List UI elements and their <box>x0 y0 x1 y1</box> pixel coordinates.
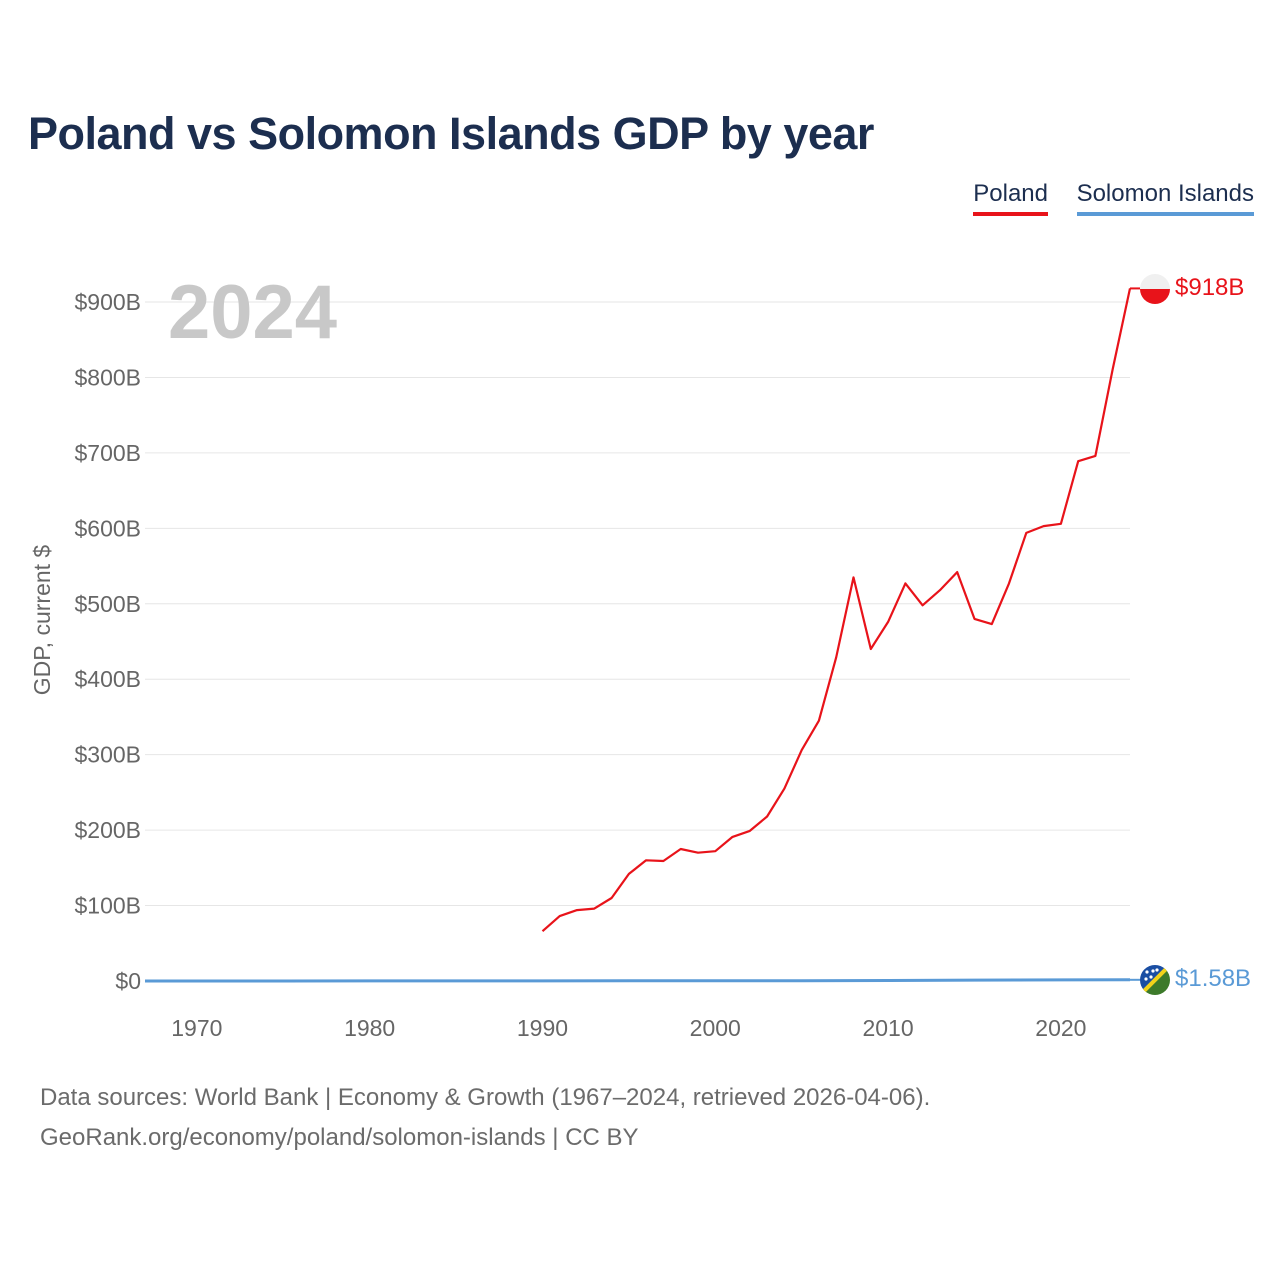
legend-item-solomon-islands[interactable]: Solomon Islands <box>1076 180 1254 216</box>
series-line-solomon-islands[interactable] <box>145 978 1131 983</box>
x-axis: 1970 1980 1990 2000 2010 2020 <box>171 1015 1086 1041</box>
y-tick-label: $900B <box>74 289 141 315</box>
legend-item-poland[interactable]: Poland <box>973 180 1048 216</box>
series-line-poland[interactable] <box>541 288 1132 933</box>
line-chart: 2024 $0 $100B $200B $300B $400B $500B $600B $70… <box>29 270 1251 1041</box>
gridlines <box>145 301 1130 907</box>
end-label-solomon-islands: $1.58B <box>1175 965 1251 992</box>
year-label: 2024 <box>168 270 337 355</box>
poland-flag-icon <box>1140 274 1170 304</box>
x-tick-label: 2000 <box>690 1015 741 1041</box>
series-lines <box>145 287 1140 983</box>
x-tick-label: 1980 <box>344 1015 395 1041</box>
x-tick-label: 2020 <box>1035 1015 1086 1041</box>
y-axis-title: GDP, current $ <box>29 545 55 696</box>
y-tick-label: $200B <box>74 817 141 843</box>
solomon-islands-flag-icon <box>1140 965 1170 995</box>
x-tick-label: 2010 <box>862 1015 913 1041</box>
footer-sources: Data sources: World Bank | Economy & Gro… <box>40 1084 931 1111</box>
footer-attribution[interactable]: GeoRank.org/economy/poland/solomon-islan… <box>40 1124 639 1151</box>
y-axis: $0 $100B $200B $300B $400B $500B $600B $700B $80… <box>74 289 141 994</box>
end-label-poland: $918B <box>1175 274 1244 301</box>
y-tick-label: $700B <box>74 440 141 466</box>
y-tick-label: $800B <box>74 364 141 390</box>
chart-title: Poland vs Solomon Islands GDP by year <box>28 108 874 159</box>
x-tick-label: 1990 <box>517 1015 568 1041</box>
y-tick-label: $400B <box>74 666 141 692</box>
x-tick-label: 1970 <box>171 1015 222 1041</box>
y-tick-label: $600B <box>74 515 141 541</box>
y-tick-label: $100B <box>74 893 141 919</box>
y-tick-label: $300B <box>74 742 141 768</box>
y-tick-label: $0 <box>115 968 141 994</box>
y-tick-label: $500B <box>74 591 141 617</box>
